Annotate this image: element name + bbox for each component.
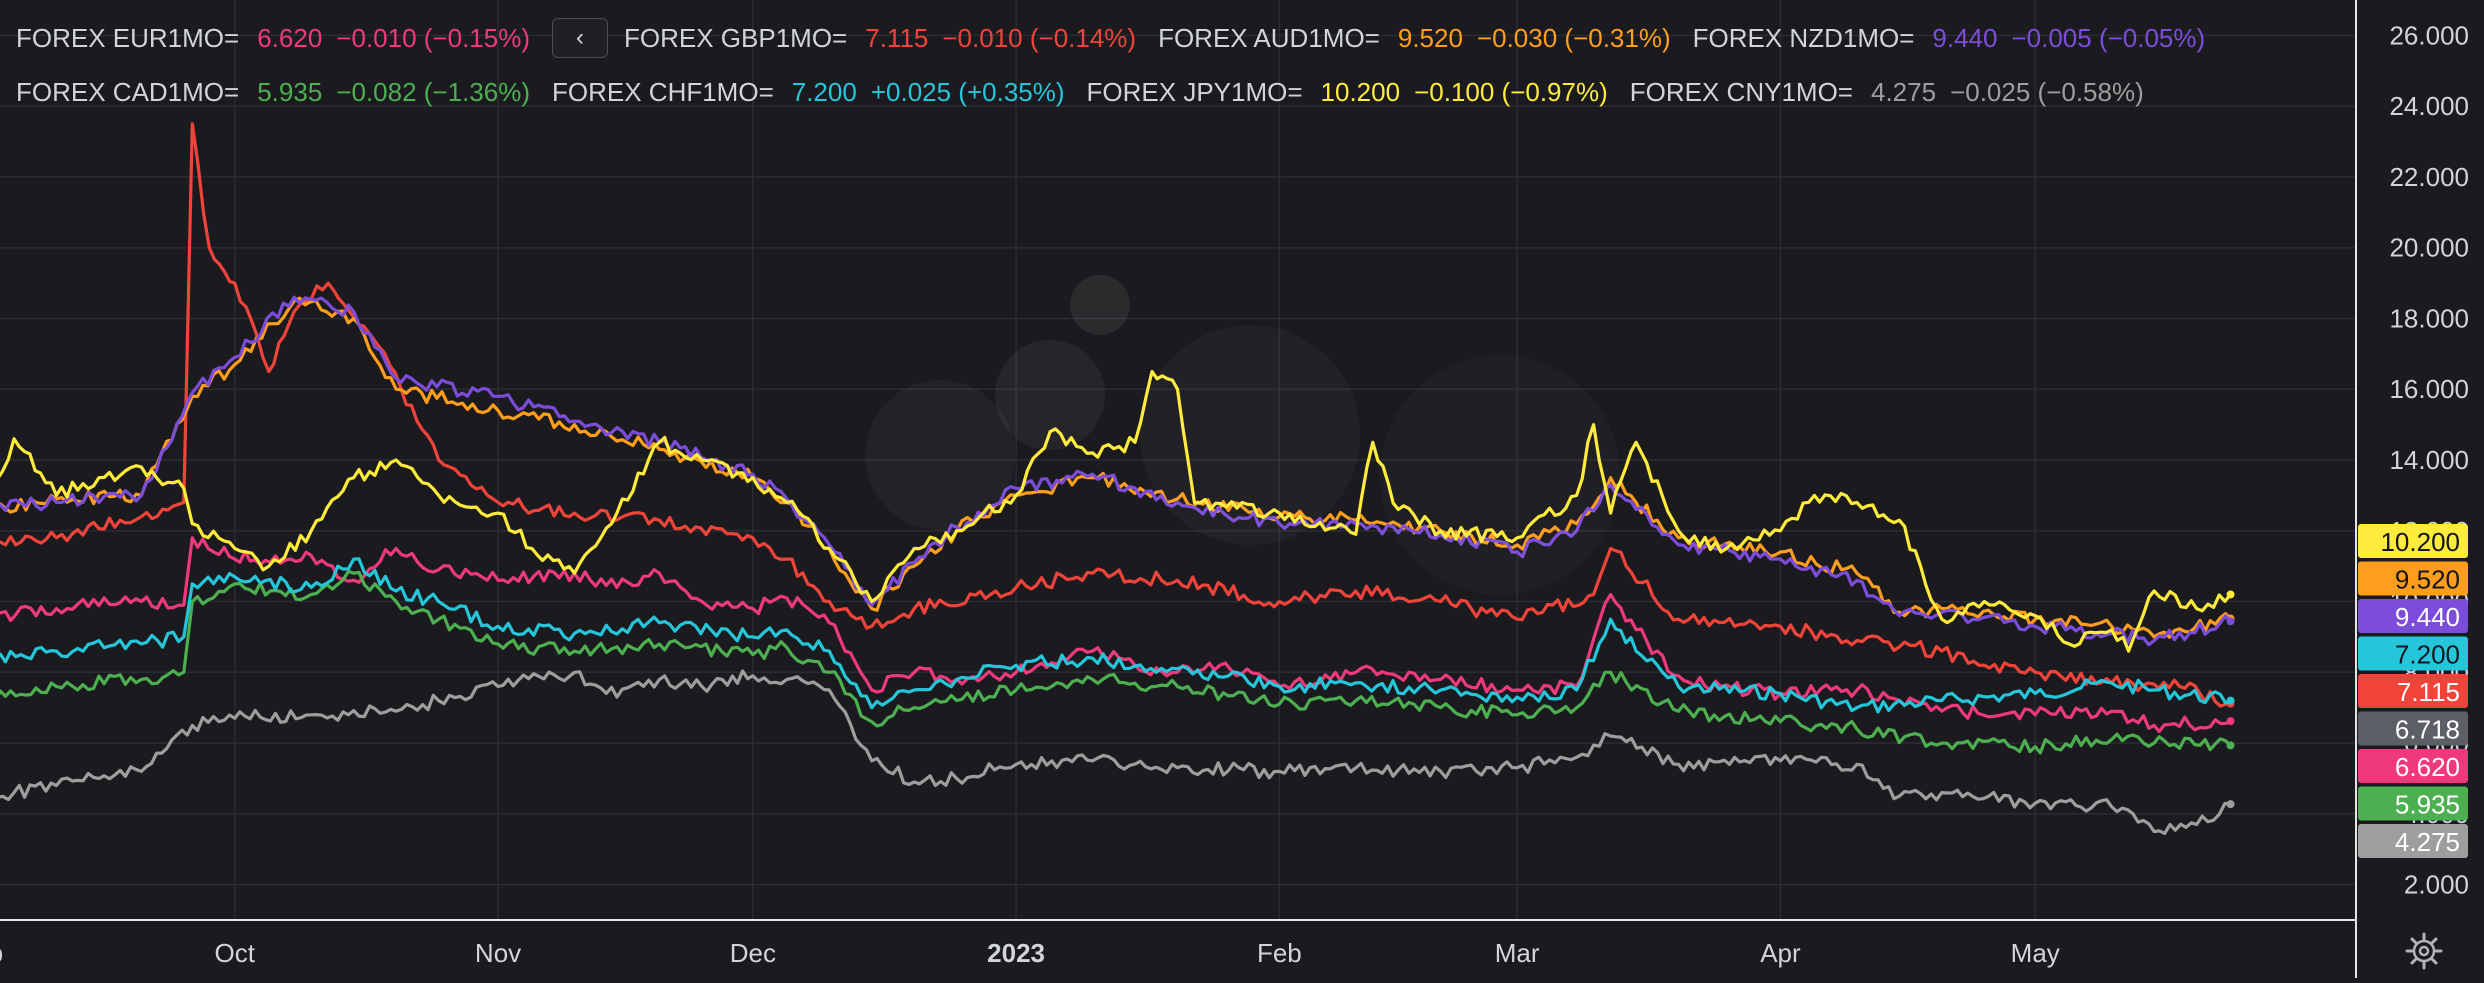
gear-icon[interactable] <box>2405 932 2443 970</box>
legend-change: −0.010 (−0.14%) <box>942 23 1137 53</box>
x-tick-label: 2023 <box>987 938 1045 968</box>
legend-value: 7.200 <box>791 77 857 107</box>
price-label: 4.275 <box>2358 824 2468 858</box>
legend-change: +0.025 (+0.35%) <box>870 77 1065 107</box>
y-tick-label: 16.000 <box>2389 374 2469 404</box>
x-tick-label: Sep <box>0 938 3 968</box>
price-label: 6.620 <box>2358 749 2468 783</box>
legend-change: −0.025 (−0.58%) <box>1950 77 2144 107</box>
svg-text:6.718: 6.718 <box>2395 715 2460 745</box>
y-tick-label: 2.000 <box>2404 870 2469 900</box>
series-lines <box>0 122 2235 836</box>
legend-value: 6.620 <box>257 23 323 53</box>
legend-row: FOREX CAD1MO= 5.935 −0.082 (−1.36%) FOREX C… <box>16 65 2166 119</box>
svg-text:9.520: 9.520 <box>2395 565 2460 595</box>
price-labels: 10.200 9.520 9.440 7.200 7.115 6.718 6.620 5.93… <box>2358 524 2468 858</box>
legend-item[interactable]: FOREX CNY1MO= 4.275 −0.025 (−0.58%) <box>1630 65 2144 119</box>
series-last-point-jpy <box>2226 590 2235 599</box>
legend-item[interactable]: FOREX EUR1MO= 6.620 −0.010 (−0.15%) <box>16 11 530 65</box>
series-last-point-cny <box>2226 800 2235 809</box>
svg-text:9.440: 9.440 <box>2395 602 2460 632</box>
series-line-eur <box>0 536 2232 734</box>
svg-text:4.275: 4.275 <box>2395 827 2460 857</box>
price-label: 7.200 <box>2358 636 2468 671</box>
legend-change: −0.010 (−0.15%) <box>336 23 530 53</box>
price-label: 9.440 <box>2358 599 2468 633</box>
collapse-legend-button[interactable]: ‹ <box>552 18 608 58</box>
y-tick-label: 24.000 <box>2389 91 2469 121</box>
price-label: 9.520 <box>2358 561 2468 596</box>
legend-value: 9.440 <box>1932 23 1998 53</box>
legend-symbol: FOREX EUR1MO= <box>16 23 240 53</box>
series-line-nzd <box>0 295 2232 647</box>
legend-symbol: FOREX CHF1MO= <box>552 77 774 107</box>
y-tick-label: 22.000 <box>2389 162 2469 192</box>
price-label: 7.115 <box>2358 674 2468 708</box>
legend-item[interactable]: FOREX GBP1MO= 7.115 −0.010 (−0.14%) <box>624 11 1136 65</box>
price-label: 10.200 <box>2358 524 2468 558</box>
legend-change: −0.030 (−0.31%) <box>1476 23 1671 53</box>
x-axis-ticks[interactable]: Sep Oct Nov Dec 2023 Feb Mar Apr May <box>0 938 2060 968</box>
series-line-cad <box>0 569 2232 755</box>
legend-symbol: FOREX JPY1MO= <box>1086 77 1303 107</box>
legend-symbol: FOREX AUD1MO= <box>1158 23 1380 53</box>
svg-text:5.935: 5.935 <box>2395 790 2460 820</box>
chevron-left-icon: ‹ <box>576 24 584 51</box>
series-line-jpy <box>0 369 2232 653</box>
legend-symbol: FOREX CNY1MO= <box>1629 77 1853 107</box>
x-tick-label: Dec <box>730 938 776 968</box>
y-tick-label: 18.000 <box>2389 303 2469 333</box>
legend-symbol: FOREX CAD1MO= <box>16 77 240 107</box>
legend-value: 5.935 <box>257 77 323 107</box>
legend-item[interactable]: FOREX CHF1MO= 7.200 +0.025 (+0.35%) <box>552 65 1065 119</box>
legend-item[interactable]: FOREX AUD1MO= 9.520 −0.030 (−0.31%) <box>1158 11 1671 65</box>
series-line-gbp <box>0 122 2231 708</box>
series-line-chf <box>0 557 2232 714</box>
y-tick-label: 20.000 <box>2389 233 2469 263</box>
x-tick-label: Oct <box>215 938 256 968</box>
legend-item[interactable]: FOREX JPY1MO= 10.200 −0.100 (−0.97%) <box>1087 65 1608 119</box>
series-line-cny <box>0 669 2231 836</box>
svg-text:6.620: 6.620 <box>2395 752 2460 782</box>
price-label: 5.935 <box>2358 786 2468 821</box>
legend-change: −0.082 (−1.36%) <box>336 77 530 107</box>
x-tick-label: Mar <box>1495 938 1540 968</box>
series-last-point-chf <box>2226 696 2235 705</box>
legend-symbol: FOREX NZD1MO= <box>1692 23 1915 53</box>
legend-symbol: FOREX GBP1MO= <box>624 23 848 53</box>
x-tick-label: Apr <box>1760 938 1801 968</box>
x-tick-label: May <box>2011 938 2060 968</box>
legend-change: −0.005 (−0.05%) <box>2011 23 2206 53</box>
legend-item[interactable]: FOREX CAD1MO= 5.935 −0.082 (−1.36%) <box>16 65 530 119</box>
legend-change: −0.100 (−0.97%) <box>1414 77 1608 107</box>
legend-value: 4.275 <box>1870 77 1937 107</box>
gridlines <box>0 0 2356 920</box>
y-tick-label: 14.000 <box>2389 445 2469 475</box>
price-label: 6.718 <box>2358 711 2468 746</box>
y-tick-label: 26.000 <box>2389 20 2469 50</box>
legend-item[interactable]: FOREX NZD1MO= 9.440 −0.005 (−0.05%) <box>1693 11 2206 65</box>
svg-text:7.115: 7.115 <box>2397 677 2460 707</box>
series-last-point-nzd <box>2226 617 2235 626</box>
legend-value: 7.115 <box>865 23 929 53</box>
svg-text:7.200: 7.200 <box>2395 640 2460 670</box>
svg-text:10.200: 10.200 <box>2380 527 2460 557</box>
x-tick-label: Nov <box>475 938 521 968</box>
x-tick-label: Feb <box>1257 938 1302 968</box>
legend-row: FOREX EUR1MO= 6.620 −0.010 (−0.15%) ‹ FOREX … <box>16 11 2227 65</box>
legend-value: 10.200 <box>1320 77 1401 107</box>
series-last-point-eur <box>2226 717 2235 726</box>
legend-value: 9.520 <box>1397 23 1463 53</box>
series-last-point-cad <box>2226 741 2235 750</box>
